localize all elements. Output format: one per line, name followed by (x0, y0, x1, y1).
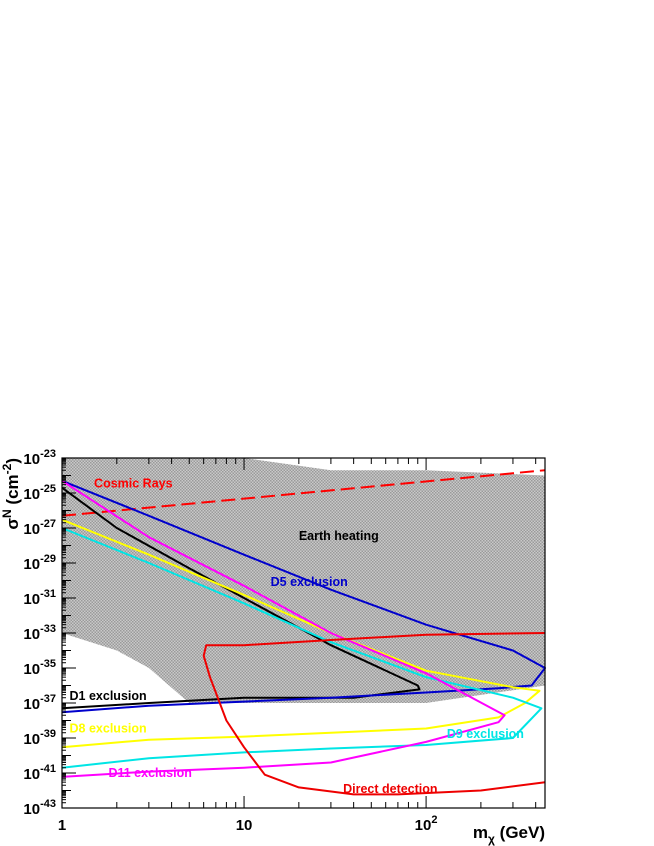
earth-heating-region (62, 458, 545, 703)
y-tick-label: 10-33 (23, 623, 56, 643)
x-axis-title: mχ (GeV) (473, 823, 545, 846)
direct-detection-curve (202, 632, 546, 796)
d1-exclusion-label: D1 exclusion (70, 689, 147, 703)
x-tick-label: 1 (58, 817, 66, 834)
y-axis-title: σN (cm-2) (0, 458, 22, 530)
y-tick-label: 10-27 (23, 518, 56, 538)
d11-exclusion-label: D11 exclusion (108, 766, 191, 780)
series-layer (61, 469, 546, 796)
x-tick-label: 102 (415, 814, 438, 834)
d8-exclusion-curve (61, 518, 541, 749)
cosmic-rays-label: Cosmic Rays (94, 477, 173, 491)
d11-exclusion-curve (61, 479, 506, 778)
earth-heating-label: Earth heating (299, 529, 379, 543)
labels-layer: Earth heating Cosmic Rays D1 exclusion D5 e… (70, 477, 524, 796)
y-tick-label: 10-35 (23, 658, 56, 678)
y-tick-label: 10-23 (23, 448, 56, 468)
y-tick-label: 10-43 (23, 798, 56, 818)
d5-exclusion-label: D5 exclusion (271, 575, 348, 589)
y-tick-label: 10-37 (23, 693, 56, 713)
d5-exclusion-curve (61, 479, 546, 714)
regions-layer (62, 458, 545, 703)
x-tick-label: 10 (236, 817, 253, 834)
d9-exclusion-curve (61, 527, 543, 769)
cosmic-rays-curve (61, 469, 546, 517)
y-tick-label: 10-25 (23, 483, 56, 503)
d1-exclusion-curve (61, 486, 421, 710)
y-tick-label: 10-29 (23, 553, 56, 573)
d9-exclusion-label: D9 exclusion (447, 727, 524, 741)
y-tick-label: 10-41 (23, 763, 56, 783)
y-tick-label: 10-31 (23, 588, 56, 608)
y-tick-label: 10-39 (23, 728, 56, 748)
d8-exclusion-label: D8 exclusion (70, 722, 147, 736)
direct-detection-label: Direct detection (343, 782, 437, 796)
